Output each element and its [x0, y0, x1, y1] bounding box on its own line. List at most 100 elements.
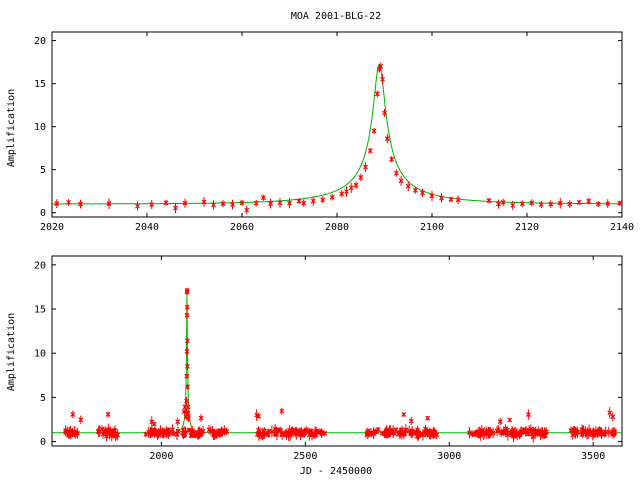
data-point — [617, 200, 623, 206]
data-point — [105, 412, 111, 417]
data-point — [279, 431, 285, 437]
data-point — [70, 412, 76, 417]
data-point — [160, 429, 165, 435]
data-point — [557, 200, 563, 206]
x-tick-label: 2060 — [230, 222, 254, 233]
x-tick-label: 2500 — [293, 451, 317, 462]
y-tick-label: 10 — [34, 349, 46, 360]
data-point — [277, 427, 283, 433]
x-tick-label: 2140 — [610, 222, 634, 233]
data-point — [112, 428, 118, 434]
data-point — [272, 426, 278, 432]
data-point — [143, 431, 149, 437]
axis-ticks: 2000 2500 3000 3500 0 5 10 15 20 — [34, 256, 622, 462]
data-point — [420, 190, 425, 196]
data-point — [149, 419, 155, 425]
data-point — [308, 428, 314, 434]
y-tick-label: 10 — [34, 122, 46, 133]
data-point — [393, 170, 399, 176]
data-point — [519, 430, 525, 436]
data-point — [353, 182, 359, 188]
data-point — [78, 201, 83, 207]
data-point — [567, 201, 573, 207]
data-point — [482, 430, 488, 436]
data-point — [401, 412, 407, 418]
data-point — [287, 432, 293, 438]
data-point — [538, 202, 544, 207]
data-point — [397, 430, 403, 436]
data-point — [568, 428, 574, 433]
data-point — [301, 430, 307, 436]
data-point — [107, 430, 113, 435]
data-point — [254, 431, 260, 437]
data-point — [254, 412, 260, 418]
data-point — [113, 433, 119, 439]
data-point — [430, 428, 436, 434]
data-point — [439, 195, 444, 201]
data-point — [206, 427, 212, 433]
data-point — [607, 410, 613, 416]
data-point — [596, 428, 602, 434]
x-tick-label: 3000 — [437, 451, 461, 462]
data-point — [573, 427, 579, 433]
data-points — [54, 62, 623, 215]
data-point — [467, 430, 472, 436]
data-point — [196, 429, 202, 435]
data-point — [185, 364, 190, 369]
x-tick-label: 2100 — [420, 222, 444, 233]
data-point — [500, 199, 506, 205]
data-point — [425, 428, 431, 434]
data-point — [244, 207, 250, 213]
y-tick-label: 0 — [40, 437, 46, 448]
data-point — [425, 415, 431, 421]
data-point — [401, 431, 407, 437]
data-point — [147, 430, 153, 436]
data-point — [363, 164, 368, 170]
data-point — [287, 200, 292, 206]
data-point — [239, 200, 245, 206]
x-axis-label: JD - 2450000 — [300, 466, 372, 477]
data-point — [398, 178, 404, 184]
data-point — [78, 417, 84, 423]
data-point — [166, 429, 171, 435]
full-light-curve-panel: 2000 2500 3000 3500 0 5 10 15 20 Amplification J… — [6, 255, 623, 477]
data-point — [106, 201, 112, 207]
data-point — [475, 429, 481, 435]
y-tick-label: 0 — [40, 208, 46, 219]
data-point — [74, 431, 80, 436]
data-point — [543, 429, 549, 435]
data-point — [184, 373, 190, 379]
data-point — [185, 404, 191, 410]
data-point — [297, 430, 303, 436]
model-curve — [52, 293, 622, 434]
data-point — [416, 431, 421, 437]
data-point — [319, 430, 325, 436]
data-point — [182, 200, 188, 206]
x-tick-label: 2080 — [325, 222, 349, 233]
chart-title: MOA 2001-BLG-22 — [291, 11, 381, 22]
data-point — [420, 432, 426, 438]
data-point — [519, 201, 525, 207]
data-point — [152, 431, 158, 436]
x-tick-label: 2040 — [135, 222, 159, 233]
data-point — [163, 200, 169, 206]
data-point — [186, 427, 192, 433]
y-tick-label: 5 — [40, 165, 46, 176]
data-point — [180, 430, 185, 436]
data-point — [277, 200, 283, 206]
data-point — [371, 128, 377, 134]
data-point — [358, 174, 364, 180]
data-point — [374, 91, 380, 97]
data-point — [531, 427, 536, 433]
data-point — [501, 428, 507, 434]
data-point — [65, 429, 71, 435]
y-axis-label: Amplification — [6, 313, 17, 391]
data-point — [184, 288, 190, 293]
data-point — [54, 201, 60, 207]
data-point — [576, 199, 582, 205]
data-point — [408, 418, 414, 424]
data-point — [184, 349, 190, 354]
data-point — [220, 201, 226, 207]
data-point — [193, 433, 199, 439]
